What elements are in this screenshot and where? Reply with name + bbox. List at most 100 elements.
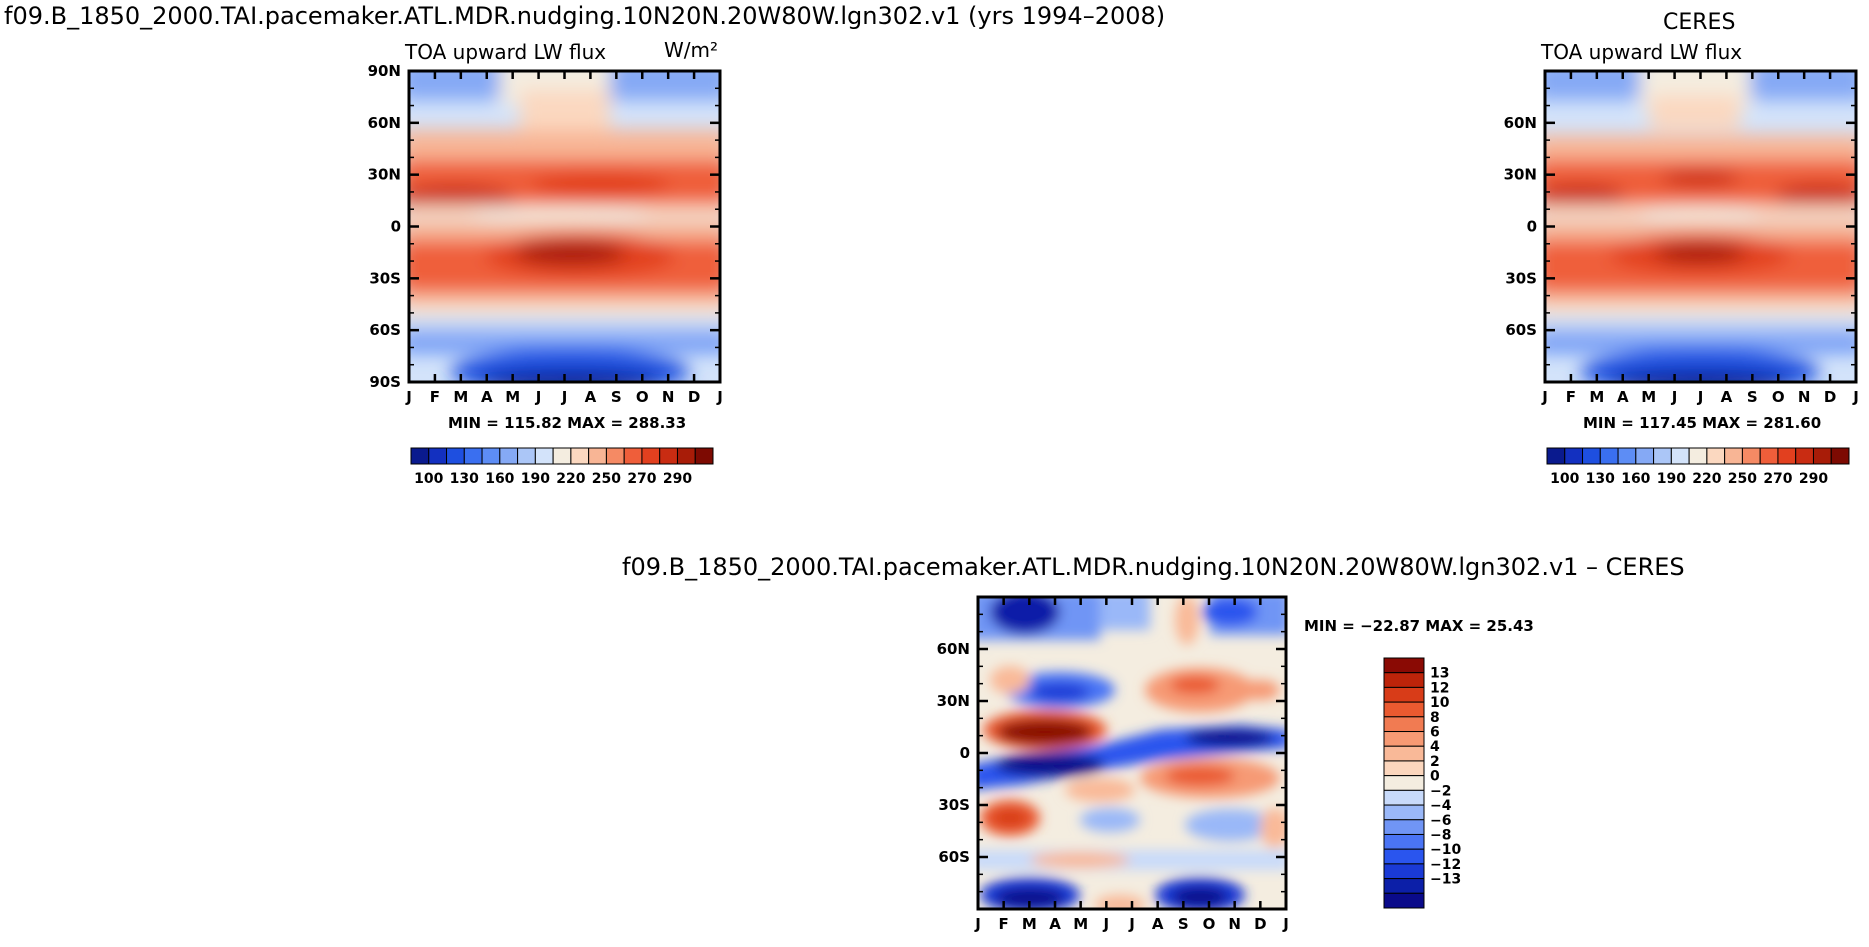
obs-colorbar-label: 290 bbox=[1799, 471, 1828, 487]
diff-xtick-label: D bbox=[1254, 915, 1266, 933]
model-xtick-label: D bbox=[688, 388, 700, 406]
model-colorbar-label: 190 bbox=[521, 471, 550, 487]
model-xtick-label: J bbox=[561, 388, 568, 406]
obs-min-max: MIN = 117.45 MAX = 281.60 bbox=[1583, 414, 1822, 432]
diff-colorbar-label: 4 bbox=[1430, 739, 1440, 755]
diff-colorbar-cell bbox=[1383, 657, 1425, 674]
obs-colorbar-cell bbox=[1599, 447, 1619, 465]
model-colorbar-cell bbox=[659, 447, 678, 465]
obs-xtick-label: S bbox=[1747, 388, 1758, 406]
obs-ytick-label: 60N bbox=[1504, 114, 1537, 132]
model-colorbar-cell bbox=[605, 447, 625, 465]
diff-colorbar-label: 8 bbox=[1430, 710, 1440, 726]
model-xtick-label: S bbox=[611, 388, 622, 406]
diff-xtick-label: J bbox=[1282, 915, 1289, 933]
diff-colorbar-label: 12 bbox=[1430, 680, 1449, 696]
diff-ytick-label: 30S bbox=[938, 796, 970, 814]
model-ytick-label: 60N bbox=[368, 114, 401, 132]
obs-ytick-label: 0 bbox=[1527, 218, 1537, 236]
obs-colorbar-label: 220 bbox=[1692, 471, 1721, 487]
diff-xtick-label: J bbox=[974, 915, 981, 933]
obs-xtick-label: A bbox=[1617, 388, 1629, 406]
diff-colorbar-label: 2 bbox=[1430, 754, 1440, 770]
obs-xtick-label: M bbox=[1589, 388, 1604, 406]
diff-xtick-label: J bbox=[1103, 915, 1110, 933]
diff-colorbar-cell bbox=[1383, 848, 1425, 865]
diff-colorbar-cell bbox=[1383, 892, 1425, 909]
obs-ytick-label: 30N bbox=[1504, 166, 1537, 184]
obs-heatmap bbox=[1545, 71, 1856, 382]
model-main-title: f09.B_1850_2000.TAI.pacemaker.ATL.MDR.nu… bbox=[4, 2, 1166, 30]
diff-colorbar-cell bbox=[1383, 672, 1425, 688]
obs-left-string: TOA upward LW flux bbox=[1541, 40, 1743, 64]
diff-colorbar-cell bbox=[1383, 833, 1425, 850]
diff-ytick-label: 30N bbox=[937, 692, 970, 710]
diff-colorbar-label: −10 bbox=[1430, 842, 1461, 858]
diff-colorbar-label: 10 bbox=[1430, 695, 1450, 711]
obs-ytick-label: 30S bbox=[1505, 269, 1537, 287]
diff-colorbar-cell bbox=[1383, 804, 1425, 821]
obs-colorbar-label: 250 bbox=[1728, 471, 1757, 487]
model-colorbar-label: 220 bbox=[556, 471, 585, 487]
obs-xtick-label: J bbox=[1541, 388, 1548, 406]
model-xtick-label: N bbox=[662, 388, 675, 406]
model-colorbar-cell bbox=[694, 447, 714, 465]
obs-xtick-label: J bbox=[1671, 388, 1678, 406]
obs-colorbar-cell bbox=[1617, 447, 1637, 465]
diff-colorbar-cell bbox=[1383, 701, 1425, 718]
diff-ytick-label: 60N bbox=[937, 640, 970, 658]
obs-xtick-label: N bbox=[1798, 388, 1811, 406]
diff-heatmap bbox=[978, 597, 1286, 909]
model-colorbar-cell bbox=[446, 447, 465, 465]
model-colorbar-label: 100 bbox=[414, 471, 443, 487]
diff-colorbar-label: −4 bbox=[1430, 798, 1452, 814]
model-colorbar-label: 130 bbox=[450, 471, 479, 487]
model-ytick-label: 30S bbox=[369, 269, 401, 287]
model-colorbar-cell bbox=[588, 447, 607, 465]
diff-colorbar-label: −13 bbox=[1430, 872, 1461, 888]
diff-xtick-label: M bbox=[1022, 915, 1037, 933]
model-colorbar-cell bbox=[676, 447, 696, 465]
model-colorbar-cell bbox=[570, 447, 590, 465]
diff-xtick-label: F bbox=[999, 915, 1009, 933]
model-colorbar-label: 270 bbox=[627, 471, 656, 487]
obs-colorbar-cell bbox=[1812, 447, 1832, 465]
model-ytick-label: 60S bbox=[369, 321, 401, 339]
model-units: W/m² bbox=[664, 38, 719, 62]
obs-colorbar-label: 270 bbox=[1763, 471, 1792, 487]
diff-xtick-label: A bbox=[1049, 915, 1061, 933]
obs-colorbar-cell bbox=[1546, 447, 1566, 465]
obs-colorbar-cell bbox=[1759, 447, 1779, 465]
model-xtick-label: F bbox=[430, 388, 440, 406]
diff-colorbar-cell bbox=[1383, 775, 1425, 791]
obs-colorbar-cell bbox=[1724, 447, 1743, 465]
model-xtick-label: A bbox=[585, 388, 597, 406]
obs-colorbar-cell bbox=[1830, 447, 1850, 465]
obs-xtick-label: D bbox=[1824, 388, 1836, 406]
model-xtick-label: J bbox=[716, 388, 723, 406]
diff-colorbar-cell bbox=[1383, 789, 1425, 806]
model-xtick-label: A bbox=[481, 388, 493, 406]
diff-colorbar-label: −6 bbox=[1430, 813, 1451, 829]
diff-ytick-label: 0 bbox=[960, 744, 970, 762]
diff-colorbar-label: −2 bbox=[1430, 783, 1451, 799]
diff-ytick-label: 60S bbox=[938, 848, 970, 866]
obs-xtick-label: M bbox=[1641, 388, 1656, 406]
diff-xtick-label: J bbox=[1128, 915, 1135, 933]
obs-colorbar-cell bbox=[1670, 447, 1690, 465]
obs-colorbar-label: 160 bbox=[1621, 471, 1650, 487]
obs-xtick-label: A bbox=[1721, 388, 1733, 406]
model-colorbar-label: 290 bbox=[663, 471, 692, 487]
model-ytick-label: 90S bbox=[369, 373, 401, 391]
obs-colorbar-label: 130 bbox=[1586, 471, 1615, 487]
model-colorbar-cell bbox=[410, 447, 430, 465]
diff-xtick-label: M bbox=[1073, 915, 1088, 933]
diff-colorbar-cell bbox=[1383, 760, 1425, 777]
obs-colorbar-label: 100 bbox=[1550, 471, 1579, 487]
diff-colorbar-cell bbox=[1383, 819, 1425, 835]
obs-xtick-label: J bbox=[1697, 388, 1704, 406]
model-colorbar-cell bbox=[623, 447, 643, 465]
diff-colorbar-label: −8 bbox=[1430, 827, 1451, 843]
model-xtick-label: J bbox=[405, 388, 412, 406]
